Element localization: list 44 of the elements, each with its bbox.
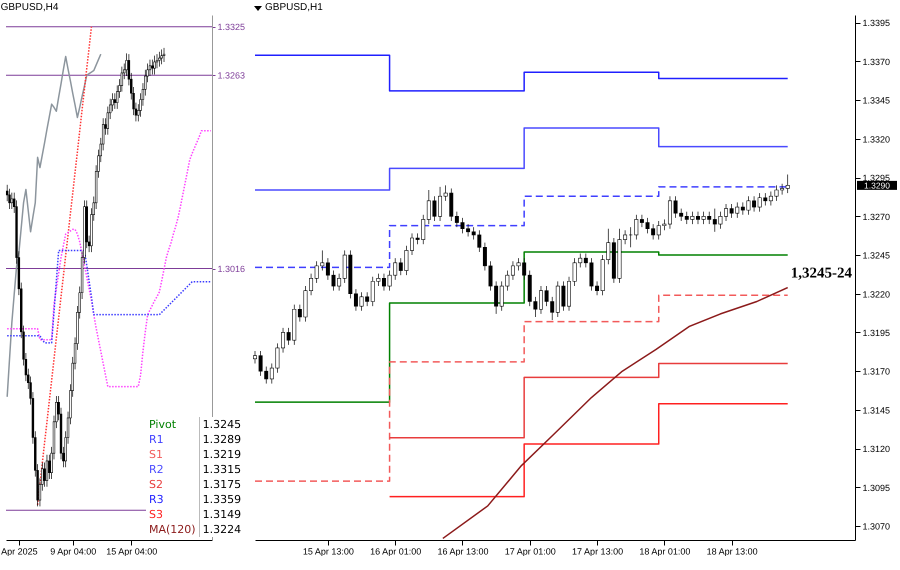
y-tick-label: 1.3325 <box>218 22 246 32</box>
text: S1 <box>146 447 200 462</box>
y-tick-label: 1.3145 <box>862 405 890 416</box>
x-tick-label: 17 Apr 01:00 <box>504 546 556 556</box>
chart-title: GBPUSD,H1 <box>265 2 324 13</box>
annotation: 1.3149 <box>202 507 242 522</box>
text: S2 <box>146 477 200 492</box>
y-tick-label: 1.3270 <box>862 212 890 222</box>
annotation: 1.3359 <box>202 492 242 507</box>
y-tick-label: 1.3220 <box>862 289 890 300</box>
annotation: 1,3245-24 <box>790 265 852 282</box>
annotation: 1.3175 <box>202 477 242 492</box>
x-tick-label: 16 Apr 01:00 <box>370 546 422 556</box>
x-tick-label: 9 Apr 04:00 <box>50 546 96 556</box>
x-tick-label: 16 Apr 13:00 <box>437 546 488 556</box>
y-tick-label: 1.3263 <box>218 70 246 81</box>
y-tick-label: 1.3016 <box>218 264 246 274</box>
y-tick-label: 1.3245 <box>862 250 890 261</box>
text: R3 <box>146 492 200 507</box>
annotation: 1.3289 <box>202 432 242 447</box>
y-tick-label: 1.3120 <box>862 444 890 454</box>
y-tick-label: 1.3370 <box>862 56 890 67</box>
x-tick-label: 15 Apr 04:00 <box>106 546 158 556</box>
text: Pivot <box>146 417 200 432</box>
text: S3 <box>146 507 200 522</box>
y-tick-label: 1.3345 <box>862 96 890 106</box>
x-tick-label: 15 Apr 13:00 <box>302 546 354 556</box>
text: MA(120) <box>146 522 200 537</box>
annotation: 1.3219 <box>202 447 242 462</box>
y-tick-label: 1.3195 <box>862 328 890 338</box>
annotation: 1.3224 <box>202 522 242 537</box>
x-tick-label: Apr 2025 <box>1 546 38 556</box>
text: R1 <box>146 432 200 447</box>
text: R2 <box>146 462 200 477</box>
chart-title: GBPUSD,H4 <box>0 2 59 13</box>
y-tick-label: 1.3170 <box>862 366 890 377</box>
x-tick-label: 17 Apr 13:00 <box>572 546 624 556</box>
y-tick-label: 1.3070 <box>862 522 890 532</box>
y-tick-label: 1.3320 <box>862 134 890 144</box>
y-tick-label: 1.3095 <box>862 482 890 493</box>
x-tick-label: 18 Apr 13:00 <box>706 546 758 556</box>
y-tick-label: 1.3395 <box>862 18 890 28</box>
x-tick-label: 18 Apr 01:00 <box>639 546 690 556</box>
annotation: 1.3315 <box>202 462 242 477</box>
